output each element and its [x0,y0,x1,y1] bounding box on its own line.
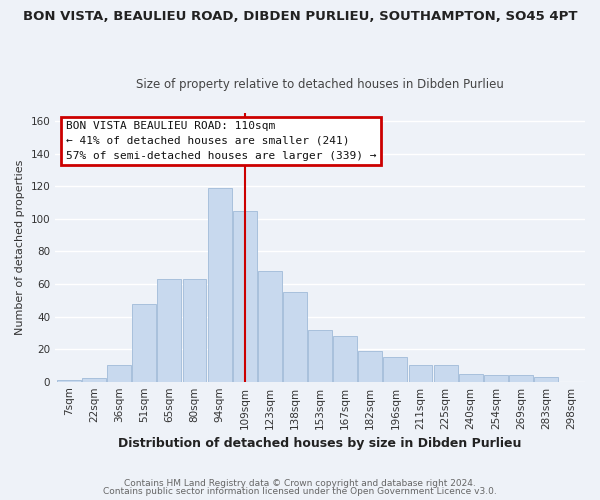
Bar [258,271,282,382]
Bar [484,375,508,382]
Bar [182,279,206,382]
Bar [459,374,482,382]
Bar [107,366,131,382]
Bar [358,350,382,382]
Bar [157,279,181,382]
Text: BON VISTA BEAULIEU ROAD: 110sqm
← 41% of detached houses are smaller (241)
57% o: BON VISTA BEAULIEU ROAD: 110sqm ← 41% of… [66,121,376,160]
X-axis label: Distribution of detached houses by size in Dibden Purlieu: Distribution of detached houses by size … [118,437,522,450]
Bar [133,304,156,382]
Bar [333,336,357,382]
Text: Contains public sector information licensed under the Open Government Licence v3: Contains public sector information licen… [103,488,497,496]
Bar [208,188,232,382]
Y-axis label: Number of detached properties: Number of detached properties [15,160,25,335]
Bar [82,378,106,382]
Bar [383,358,407,382]
Bar [233,210,257,382]
Bar [434,366,458,382]
Bar [409,366,433,382]
Bar [308,330,332,382]
Text: Contains HM Land Registry data © Crown copyright and database right 2024.: Contains HM Land Registry data © Crown c… [124,478,476,488]
Title: Size of property relative to detached houses in Dibden Purlieu: Size of property relative to detached ho… [136,78,504,91]
Bar [534,377,558,382]
Bar [509,375,533,382]
Bar [283,292,307,382]
Text: BON VISTA, BEAULIEU ROAD, DIBDEN PURLIEU, SOUTHAMPTON, SO45 4PT: BON VISTA, BEAULIEU ROAD, DIBDEN PURLIEU… [23,10,577,23]
Bar [57,380,81,382]
